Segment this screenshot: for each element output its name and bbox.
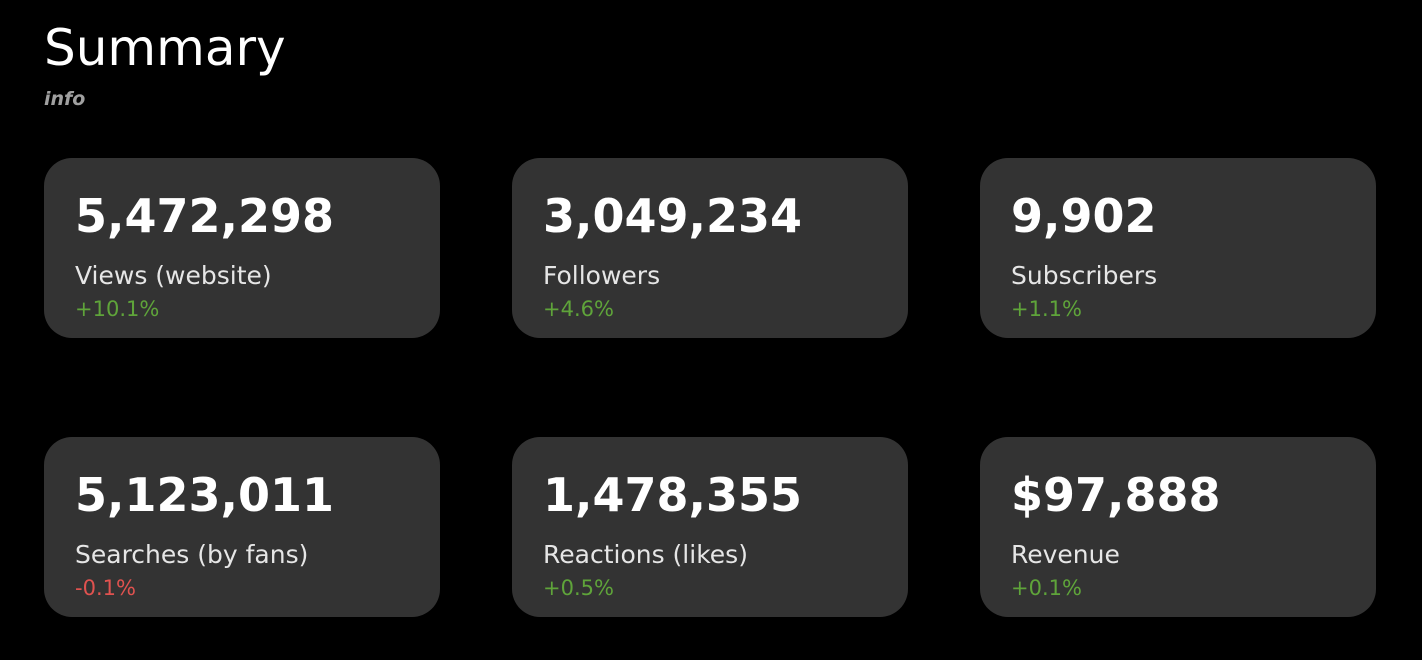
stat-change: +0.5%: [543, 576, 614, 600]
stat-change: +0.1%: [1011, 576, 1082, 600]
stat-value: 9,902: [1011, 189, 1157, 243]
stat-value: 5,472,298: [75, 189, 334, 243]
stat-change: +10.1%: [75, 297, 160, 321]
stat-change: +1.1%: [1011, 297, 1082, 321]
stat-label: Followers: [543, 261, 661, 290]
stat-card: 5,472,298 Views (website) +10.1%: [44, 158, 440, 338]
stat-label: Searches (by fans): [75, 540, 309, 569]
stat-card: 5,123,011 Searches (by fans) -0.1%: [44, 437, 440, 617]
stat-card: $97,888 Revenue +0.1%: [980, 437, 1376, 617]
stat-label: Revenue: [1011, 540, 1120, 569]
stat-card: 1,478,355 Reactions (likes) +0.5%: [512, 437, 908, 617]
page-title: Summary: [44, 19, 286, 77]
page-subtitle: info: [44, 88, 86, 110]
stat-value: 3,049,234: [543, 189, 802, 243]
stat-value: 5,123,011: [75, 468, 334, 522]
stat-label: Reactions (likes): [543, 540, 748, 569]
card-grid: 5,472,298 Views (website) +10.1% 3,049,234 F…: [44, 158, 1376, 618]
stat-label: Views (website): [75, 261, 272, 290]
stat-card: 9,902 Subscribers +1.1%: [980, 158, 1376, 338]
stat-change: +4.6%: [543, 297, 614, 321]
stat-change: -0.1%: [75, 576, 136, 600]
stat-card: 3,049,234 Followers +4.6%: [512, 158, 908, 338]
stat-value: 1,478,355: [543, 468, 802, 522]
stat-label: Subscribers: [1011, 261, 1158, 290]
stat-value: $97,888: [1011, 468, 1221, 522]
